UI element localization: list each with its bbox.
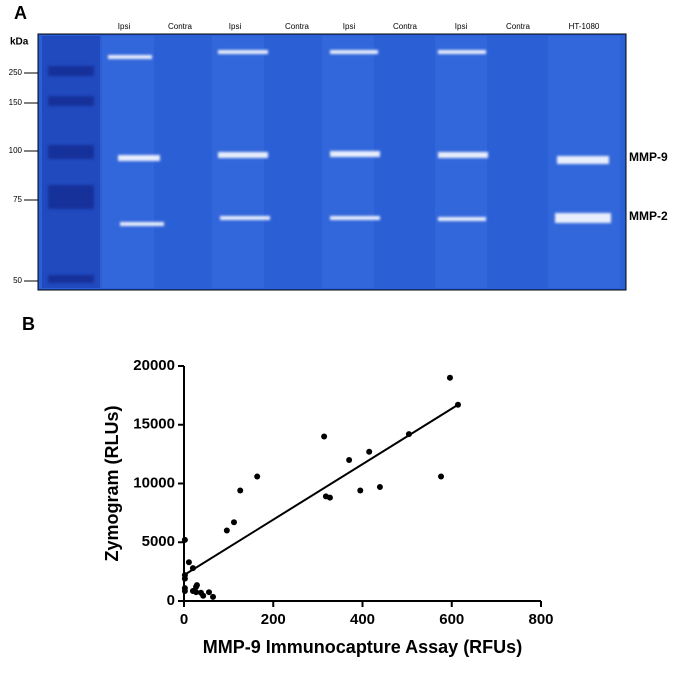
panel-label: B <box>22 314 35 334</box>
data-point <box>193 582 200 589</box>
data-point <box>357 487 364 494</box>
y-tick-label: 10000 <box>133 474 175 491</box>
x-axis-label: MMP-9 Immunocapture Assay (RFUs) <box>203 637 522 657</box>
data-point <box>200 592 207 599</box>
data-point <box>321 433 328 440</box>
panel-label: A <box>14 3 27 23</box>
lane-label: Ipsi <box>455 22 468 31</box>
data-point <box>210 593 217 600</box>
data-point <box>346 457 353 463</box>
lane-label: Contra <box>285 22 310 31</box>
data-point <box>366 448 373 455</box>
data-point <box>223 527 230 534</box>
x-tick-label: 200 <box>261 611 286 628</box>
marker-label: 150 <box>9 98 23 107</box>
data-point <box>438 473 445 480</box>
data-point <box>181 588 188 595</box>
data-point <box>326 494 333 501</box>
data-point <box>181 536 188 543</box>
lane-label: Contra <box>506 22 531 31</box>
x-tick-label: 600 <box>439 611 464 628</box>
data-point <box>230 519 237 526</box>
x-tick-label: 800 <box>528 611 553 628</box>
data-point <box>237 487 244 494</box>
lane-label: Ipsi <box>229 22 242 31</box>
data-point <box>185 559 192 566</box>
y-tick-label: 0 <box>167 592 175 609</box>
band-label: MMP-2 <box>629 209 668 223</box>
marker-label: 250 <box>9 68 23 77</box>
marker-label: 75 <box>13 195 22 204</box>
marker-label: 50 <box>13 276 22 285</box>
unit-label: kDa <box>10 37 29 48</box>
data-point <box>446 374 453 381</box>
data-point <box>181 575 188 582</box>
lane-label: HT-1080 <box>569 22 600 31</box>
data-point <box>205 589 212 596</box>
lane-label: Ipsi <box>343 22 356 31</box>
y-axis-label: Zymogram (RLUs) <box>102 405 122 561</box>
y-tick-label: 15000 <box>133 416 175 433</box>
marker-label: 100 <box>9 146 23 155</box>
y-tick-label: 5000 <box>142 533 175 550</box>
gel-image <box>37 33 627 291</box>
lane-label: Contra <box>393 22 418 31</box>
data-point <box>376 484 383 491</box>
lane-label: Ipsi <box>118 22 131 31</box>
data-point <box>454 401 461 408</box>
y-tick-label: 20000 <box>133 357 175 374</box>
x-tick-label: 0 <box>180 611 188 628</box>
data-point <box>254 473 261 480</box>
band-label: MMP-9 <box>629 150 668 164</box>
fit-line <box>183 403 459 576</box>
data-point <box>193 589 200 596</box>
data-point <box>189 565 196 572</box>
data-point <box>405 431 412 438</box>
lane-label: Contra <box>168 22 193 31</box>
x-tick-label: 400 <box>350 611 375 628</box>
